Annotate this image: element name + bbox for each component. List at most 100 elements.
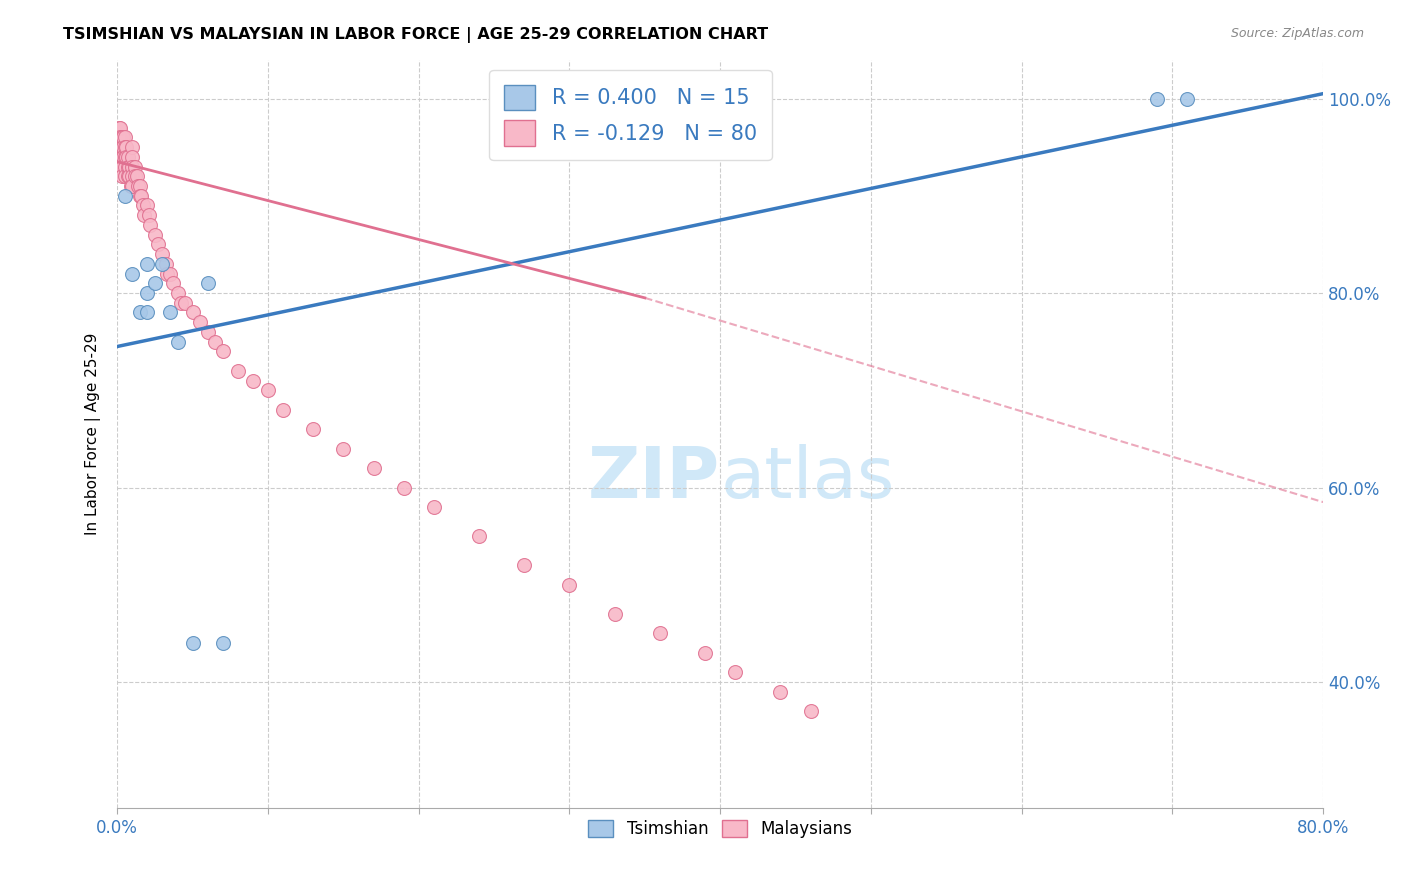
Point: [1146, 91, 1168, 105]
Point: [128, 179, 150, 194]
Point: [112, 150, 135, 164]
Text: ZIP: ZIP: [588, 444, 720, 514]
Point: [159, 305, 181, 319]
Point: [114, 140, 136, 154]
Point: [112, 130, 135, 145]
Point: [138, 208, 160, 222]
Point: [107, 120, 129, 135]
Point: [107, 130, 129, 145]
Point: [136, 257, 159, 271]
Point: [124, 160, 146, 174]
Point: [115, 140, 138, 154]
Text: atlas: atlas: [720, 444, 894, 514]
Point: [695, 646, 717, 660]
Point: [197, 325, 219, 339]
Point: [204, 334, 226, 349]
Point: [110, 150, 132, 164]
Point: [169, 295, 191, 310]
Point: [174, 295, 197, 310]
Point: [120, 179, 142, 194]
Point: [392, 481, 415, 495]
Point: [121, 140, 143, 154]
Point: [111, 169, 134, 184]
Point: [111, 130, 134, 145]
Point: [125, 169, 148, 184]
Point: [121, 267, 143, 281]
Point: [513, 558, 536, 573]
Text: Source: ZipAtlas.com: Source: ZipAtlas.com: [1230, 27, 1364, 40]
Point: [1177, 91, 1199, 105]
Point: [114, 188, 136, 202]
Point: [117, 160, 139, 174]
Point: [127, 179, 149, 194]
Point: [111, 140, 134, 154]
Point: [302, 422, 325, 436]
Point: [156, 267, 179, 281]
Point: [211, 344, 233, 359]
Point: [114, 169, 136, 184]
Point: [121, 179, 143, 194]
Legend: Tsimshian, Malaysians: Tsimshian, Malaysians: [582, 814, 859, 845]
Point: [271, 402, 294, 417]
Point: [136, 198, 159, 212]
Point: [800, 704, 823, 718]
Point: [159, 267, 181, 281]
Point: [114, 130, 136, 145]
Point: [117, 169, 139, 184]
Point: [143, 227, 166, 242]
Point: [332, 442, 354, 456]
Point: [114, 150, 136, 164]
Point: [136, 285, 159, 300]
Point: [110, 130, 132, 145]
Point: [197, 277, 219, 291]
Y-axis label: In Labor Force | Age 25-29: In Labor Force | Age 25-29: [86, 333, 101, 535]
Point: [121, 169, 143, 184]
Point: [121, 150, 143, 164]
Point: [162, 277, 184, 291]
Point: [124, 169, 146, 184]
Point: [152, 247, 174, 261]
Point: [118, 160, 141, 174]
Point: [115, 150, 138, 164]
Point: [211, 636, 233, 650]
Point: [603, 607, 626, 621]
Point: [423, 500, 446, 514]
Point: [257, 384, 280, 398]
Point: [143, 277, 166, 291]
Point: [724, 665, 747, 680]
Point: [112, 140, 135, 154]
Point: [107, 140, 129, 154]
Point: [110, 120, 132, 135]
Point: [121, 160, 143, 174]
Point: [468, 529, 491, 543]
Point: [166, 334, 188, 349]
Point: [111, 150, 134, 164]
Point: [226, 364, 249, 378]
Point: [134, 208, 156, 222]
Point: [107, 160, 129, 174]
Point: [648, 626, 671, 640]
Point: [146, 237, 169, 252]
Point: [114, 160, 136, 174]
Point: [132, 198, 155, 212]
Point: [363, 461, 385, 475]
Point: [139, 218, 162, 232]
Text: TSIMSHIAN VS MALAYSIAN IN LABOR FORCE | AGE 25-29 CORRELATION CHART: TSIMSHIAN VS MALAYSIAN IN LABOR FORCE | …: [63, 27, 769, 43]
Point: [118, 169, 141, 184]
Point: [136, 305, 159, 319]
Point: [181, 305, 204, 319]
Point: [131, 188, 153, 202]
Point: [181, 636, 204, 650]
Point: [128, 188, 150, 202]
Point: [111, 160, 134, 174]
Point: [769, 684, 792, 698]
Point: [166, 285, 188, 300]
Point: [242, 374, 264, 388]
Point: [155, 257, 177, 271]
Point: [107, 150, 129, 164]
Point: [558, 578, 581, 592]
Point: [152, 257, 174, 271]
Point: [188, 315, 211, 329]
Point: [110, 140, 132, 154]
Point: [117, 150, 139, 164]
